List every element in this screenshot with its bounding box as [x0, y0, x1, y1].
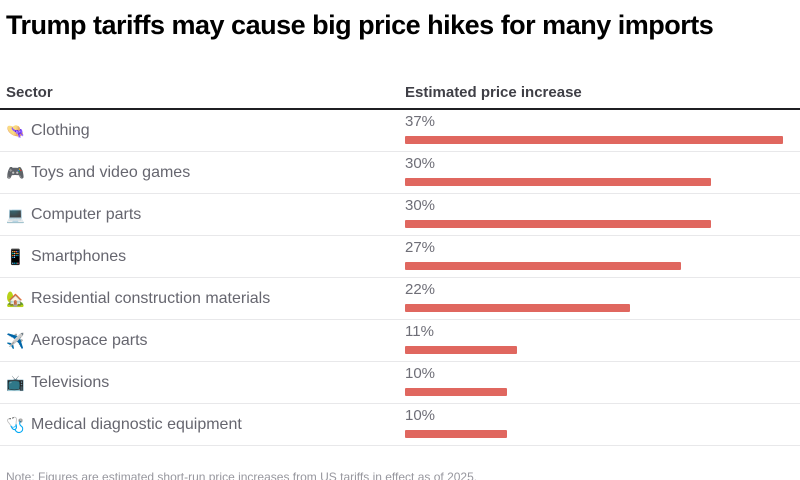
television-icon: 📺	[6, 374, 25, 392]
sector-cell: 🎮 Toys and video games	[6, 152, 190, 194]
table-row: 🎮 Toys and video games 30%	[0, 152, 800, 194]
sector-cell: ✈️ Aerospace parts	[6, 320, 148, 362]
table-row: 📱 Smartphones 27%	[0, 236, 800, 278]
value-bar	[405, 178, 711, 186]
sector-label: Aerospace parts	[31, 332, 148, 349]
sector-label: Televisions	[31, 374, 110, 391]
table-row: 🩺 Medical diagnostic equipment 10%	[0, 404, 800, 446]
value-bar	[405, 304, 630, 312]
percent-label: 10%	[405, 407, 436, 424]
percent-label: 27%	[405, 239, 436, 256]
table-row: 👒 Clothing 37%	[0, 110, 800, 152]
percent-label: 10%	[405, 365, 436, 382]
value-cell: 30%	[405, 152, 795, 194]
value-bar	[405, 262, 681, 270]
percent-label: 22%	[405, 281, 436, 298]
chart-footnote: Note: Figures are estimated short-run pr…	[6, 470, 478, 480]
game-controller-icon: 🎮	[6, 164, 25, 182]
smartphone-icon: 📱	[6, 248, 25, 266]
value-cell: 27%	[405, 236, 795, 278]
bar-chart-rows: 👒 Clothing 37% 🎮 Toys and video games 30…	[0, 110, 800, 446]
value-bar	[405, 220, 711, 228]
value-cell: 37%	[405, 110, 795, 152]
value-cell: 10%	[405, 404, 795, 446]
percent-label: 30%	[405, 155, 436, 172]
chart-title: Trump tariffs may cause big price hikes …	[6, 10, 714, 40]
value-cell: 11%	[405, 320, 795, 362]
percent-label: 37%	[405, 113, 436, 130]
percent-label: 30%	[405, 197, 436, 214]
column-headers: Sector Estimated price increase	[0, 84, 800, 108]
sector-label: Smartphones	[31, 248, 127, 265]
laptop-icon: 💻	[6, 206, 25, 224]
header-divider	[0, 108, 800, 110]
airplane-icon: ✈️	[6, 332, 25, 350]
value-cell: 30%	[405, 194, 795, 236]
sector-label: Clothing	[31, 122, 90, 139]
sector-cell: 💻 Computer parts	[6, 194, 141, 236]
sector-cell: 📱 Smartphones	[6, 236, 126, 278]
value-bar	[405, 388, 507, 396]
sector-cell: 🏡 Residential construction materials	[6, 278, 270, 320]
sector-cell: 👒 Clothing	[6, 110, 90, 152]
sector-label: Medical diagnostic equipment	[31, 416, 242, 433]
sector-cell: 🩺 Medical diagnostic equipment	[6, 404, 242, 446]
sector-cell: 📺 Televisions	[6, 362, 109, 404]
column-header-sector: Sector	[6, 84, 53, 101]
value-bar	[405, 430, 507, 438]
value-bar	[405, 346, 517, 354]
table-row: 🏡 Residential construction materials 22%	[0, 278, 800, 320]
value-bar	[405, 136, 783, 144]
sector-label: Toys and video games	[31, 164, 191, 181]
sector-label: Residential construction materials	[31, 290, 271, 307]
table-row: ✈️ Aerospace parts 11%	[0, 320, 800, 362]
percent-label: 11%	[405, 323, 434, 340]
column-header-estimated-price-increase: Estimated price increase	[405, 84, 582, 101]
sector-label: Computer parts	[31, 206, 142, 223]
table-row: 📺 Televisions 10%	[0, 362, 800, 404]
stethoscope-icon: 🩺	[6, 416, 25, 434]
table-row: 💻 Computer parts 30%	[0, 194, 800, 236]
value-cell: 22%	[405, 278, 795, 320]
value-cell: 10%	[405, 362, 795, 404]
house-icon: 🏡	[6, 290, 25, 308]
clothing-icon: 👒	[6, 122, 25, 140]
